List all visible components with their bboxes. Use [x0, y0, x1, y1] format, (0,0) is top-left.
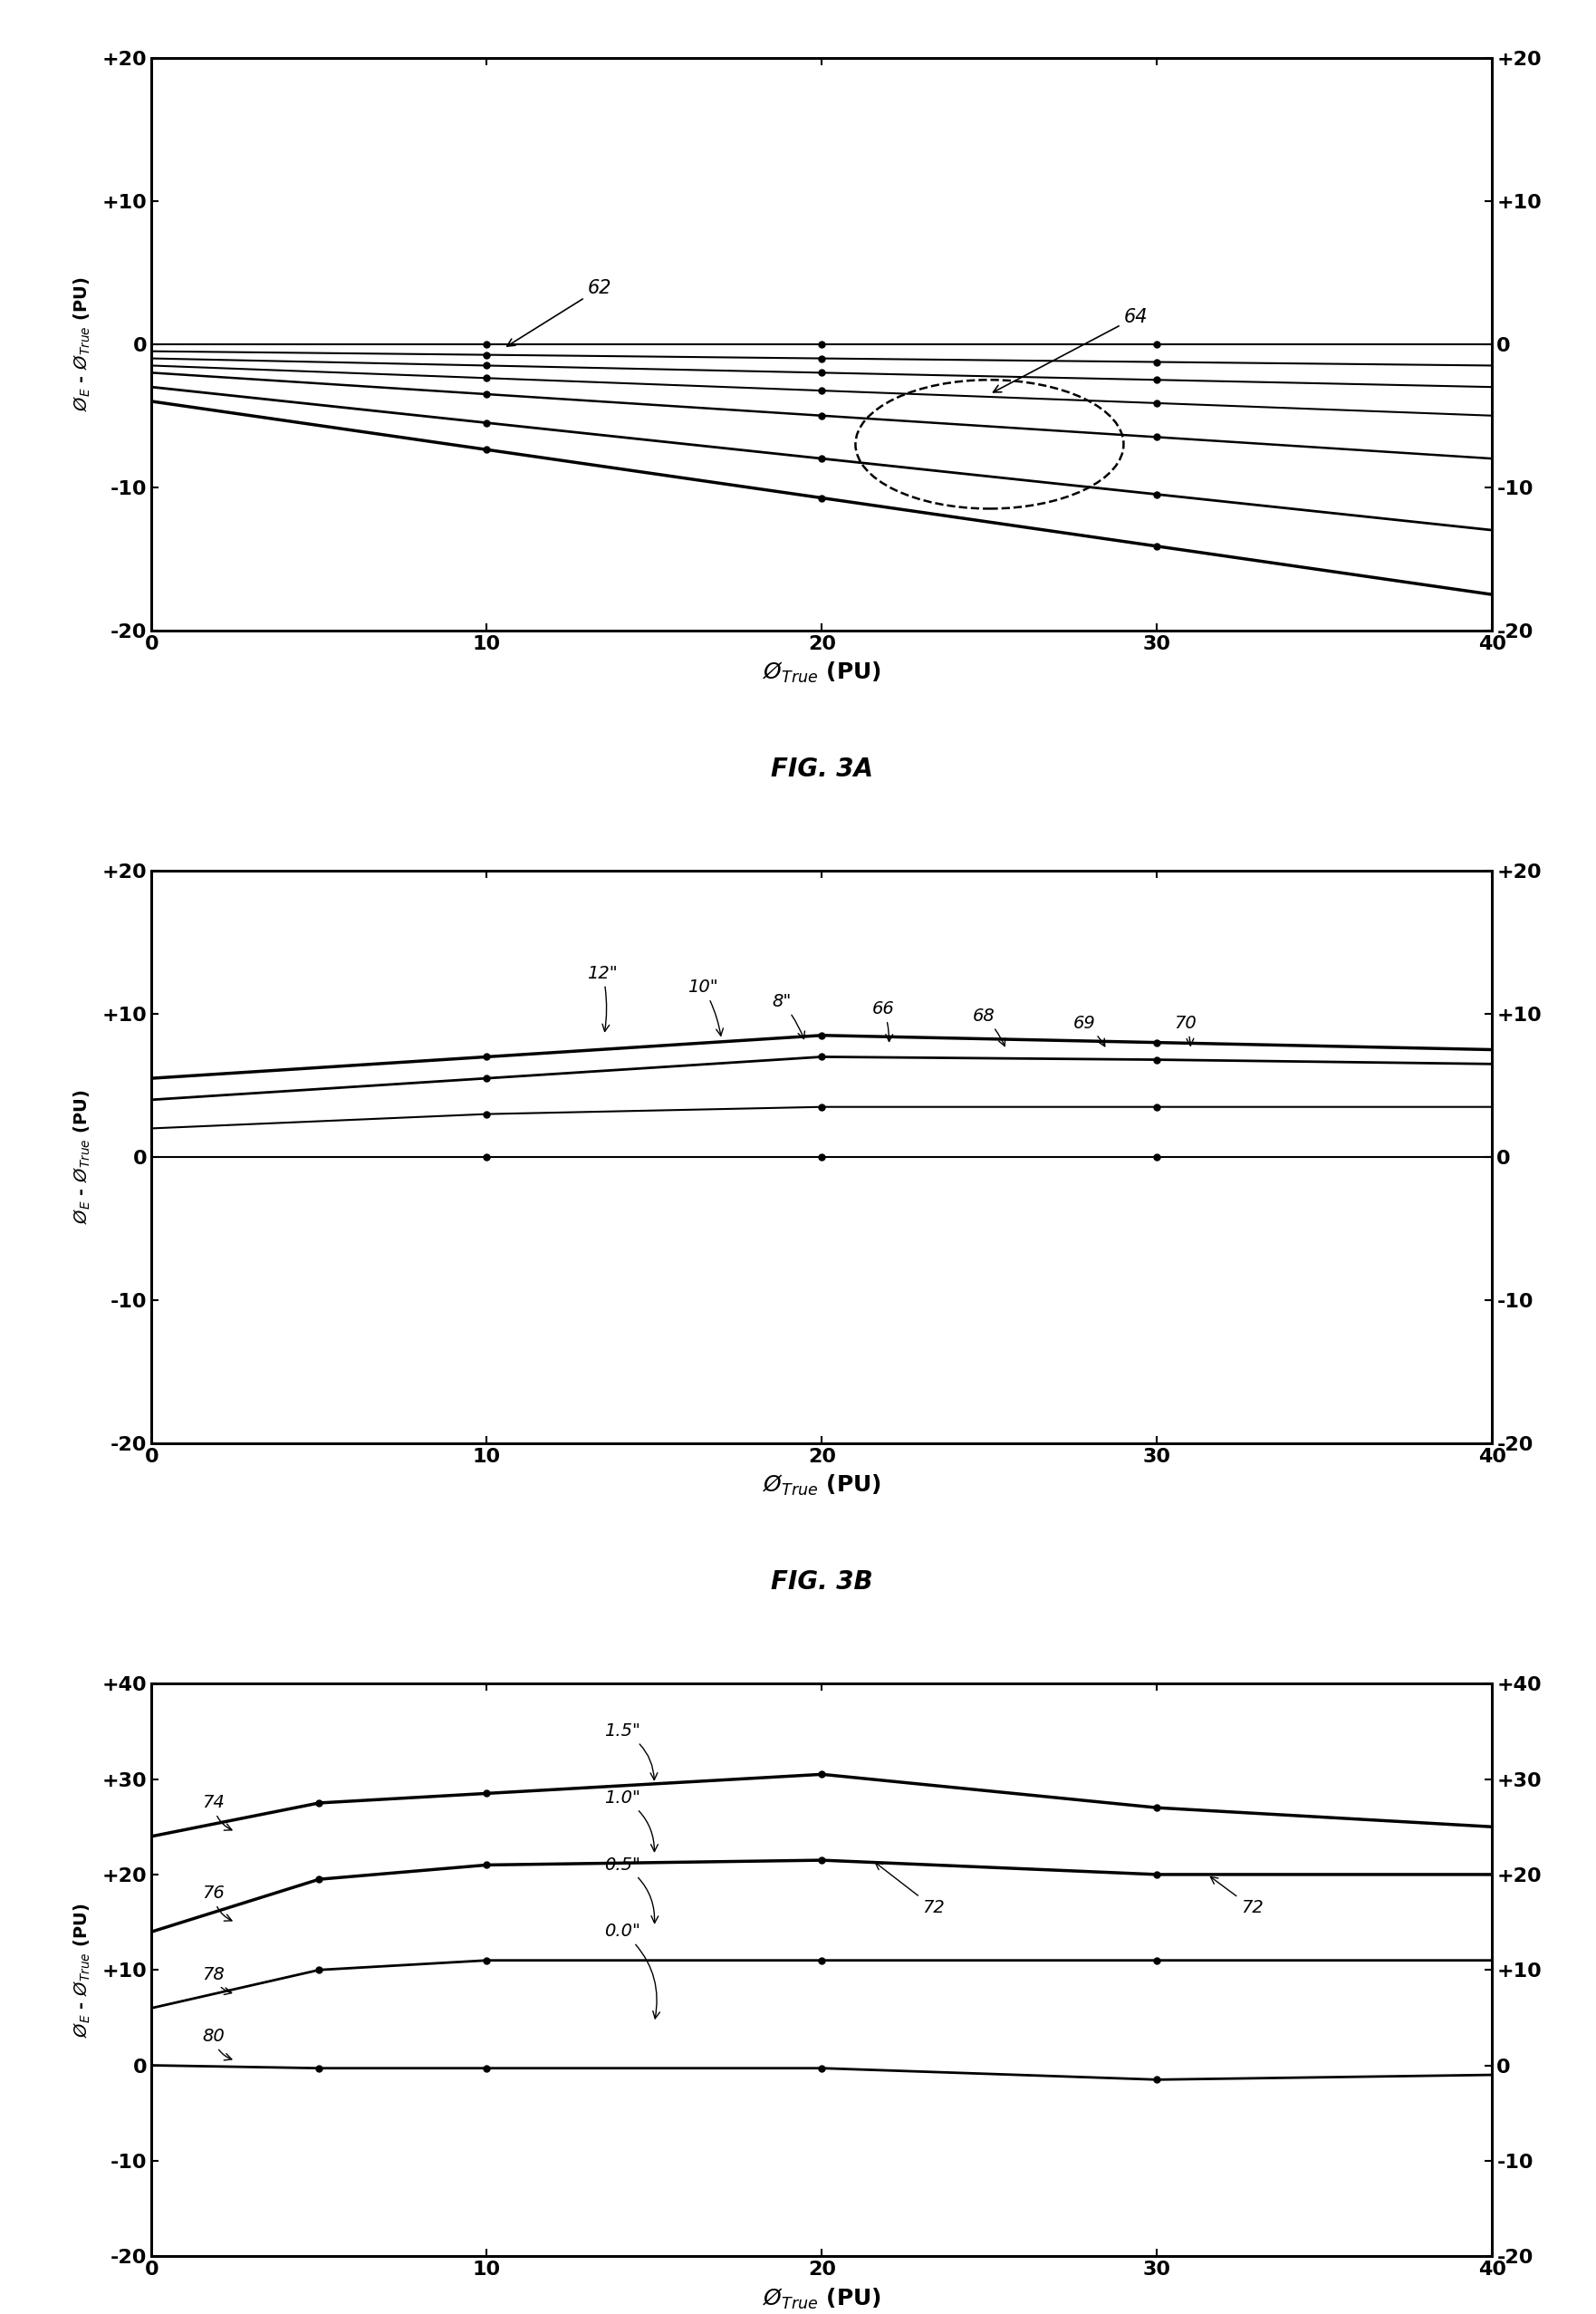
Text: 1.0": 1.0": [603, 1789, 658, 1851]
Y-axis label: $\O_E$ - $\O_{True}$ (PU): $\O_E$ - $\O_{True}$ (PU): [72, 278, 93, 412]
Y-axis label: $\O_E$ - $\O_{True}$ (PU): $\O_E$ - $\O_{True}$ (PU): [72, 1090, 93, 1224]
Text: 70: 70: [1175, 1014, 1197, 1046]
Text: FIG. 3B: FIG. 3B: [771, 1569, 873, 1594]
Text: 8": 8": [772, 993, 804, 1039]
Text: 10": 10": [688, 979, 723, 1037]
Text: 76: 76: [201, 1886, 231, 1921]
Text: 64: 64: [993, 308, 1148, 391]
Text: 80: 80: [201, 2027, 231, 2059]
Text: 66: 66: [871, 1000, 895, 1041]
Text: 62: 62: [508, 280, 611, 347]
Text: 72: 72: [1210, 1877, 1264, 1916]
Text: 74: 74: [201, 1793, 231, 1830]
Text: 12": 12": [587, 965, 618, 1032]
Text: 0.5": 0.5": [603, 1856, 658, 1923]
Text: FIG. 3A: FIG. 3A: [771, 757, 873, 782]
Y-axis label: $\O_E$ - $\O_{True}$ (PU): $\O_E$ - $\O_{True}$ (PU): [72, 1902, 93, 2036]
Text: 72: 72: [875, 1863, 945, 1916]
Text: 69: 69: [1074, 1014, 1104, 1046]
X-axis label: $\O_{True}$ (PU): $\O_{True}$ (PU): [763, 659, 881, 685]
Text: 0.0": 0.0": [603, 1923, 659, 2018]
X-axis label: $\O_{True}$ (PU): $\O_{True}$ (PU): [763, 2286, 881, 2312]
X-axis label: $\O_{True}$ (PU): $\O_{True}$ (PU): [763, 1474, 881, 1497]
Text: 68: 68: [974, 1007, 1005, 1046]
Text: 1.5": 1.5": [603, 1722, 658, 1779]
Text: 78: 78: [201, 1967, 231, 1995]
